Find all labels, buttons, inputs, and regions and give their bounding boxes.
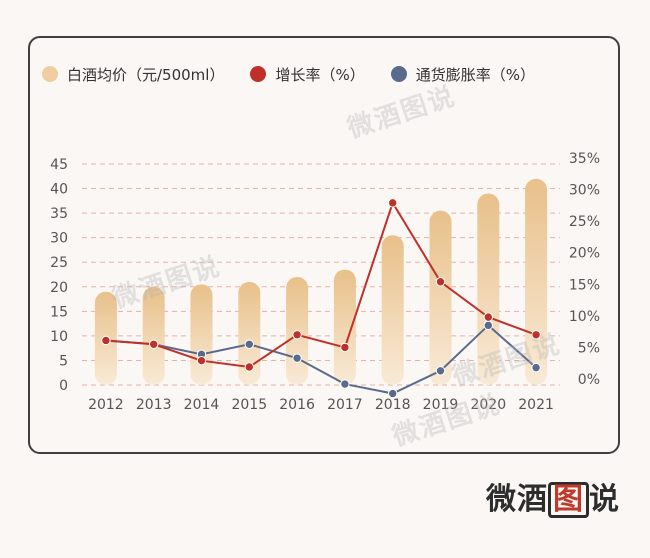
- legend-label-price: 白酒均价（元/500ml）: [67, 65, 225, 84]
- right-tick-label: 30%: [569, 183, 600, 199]
- left-tick-label: 30: [50, 231, 68, 247]
- price-bar: [525, 178, 548, 385]
- legend-swatch-inflation: [390, 66, 407, 82]
- inflation-line: [105, 323, 537, 395]
- growth-point: [149, 339, 159, 349]
- price-bar: [477, 193, 500, 385]
- growth-point: [483, 312, 493, 322]
- price-bar: [142, 286, 165, 385]
- right-tick-label: 0%: [578, 372, 600, 388]
- chart-card: [28, 36, 620, 454]
- brand-text: 微酒: [486, 482, 548, 517]
- price-bar: [381, 235, 404, 385]
- inflation-point: [388, 388, 398, 399]
- growth-line: [105, 200, 537, 369]
- x-tick-label: 2012: [88, 397, 124, 413]
- left-tick-label: 10: [50, 329, 68, 345]
- x-tick-label: 2020: [470, 397, 506, 413]
- brand-box: 图: [548, 482, 589, 518]
- price-bar: [190, 284, 213, 385]
- growth-point: [196, 355, 207, 366]
- brand-logo: 微酒图说: [486, 474, 620, 518]
- left-tick-label: 5: [59, 353, 68, 369]
- left-tick-label: 35: [50, 206, 68, 222]
- price-bar: [333, 269, 356, 385]
- brand-text: 图: [553, 482, 584, 517]
- x-tick-label: 2017: [327, 397, 363, 413]
- inflation-point: [292, 353, 302, 363]
- legend: 白酒均价（元/500ml） 增长率（%） 通货膨胀率（%）: [42, 60, 561, 88]
- right-tick-label: 35%: [569, 151, 600, 167]
- inflation-point: [531, 362, 541, 373]
- right-tick-label: 5%: [578, 340, 600, 356]
- right-tick-label: 25%: [569, 214, 600, 230]
- right-tick-label: 10%: [569, 309, 600, 325]
- inflation-point: [483, 320, 493, 331]
- x-tick-label: 2019: [423, 397, 459, 413]
- legend-swatch-growth: [250, 66, 267, 82]
- x-tick-label: 2021: [518, 397, 554, 413]
- growth-point: [531, 330, 541, 340]
- growth-point: [340, 342, 350, 353]
- legend-item-inflation: 通货膨胀率（%）: [390, 64, 535, 85]
- inflation-point: [435, 366, 446, 376]
- growth-point: [101, 335, 111, 346]
- inflation-point: [244, 339, 255, 349]
- growth-point: [292, 330, 302, 340]
- inflation-point: [340, 379, 350, 389]
- left-tick-label: 0: [59, 378, 68, 394]
- brand-text: 说: [589, 482, 620, 517]
- left-tick-label: 25: [50, 255, 68, 271]
- right-tick-label: 15%: [569, 277, 600, 293]
- growth-point: [435, 277, 446, 287]
- growth-point: [388, 198, 398, 208]
- price-bar: [429, 210, 452, 385]
- legend-swatch-price: [42, 66, 58, 82]
- left-tick-label: 45: [50, 157, 68, 173]
- x-tick-label: 2018: [375, 397, 411, 413]
- legend-label-growth: 增长率（%）: [275, 65, 365, 84]
- x-tick-label: 2014: [184, 397, 220, 413]
- legend-label-inflation: 通货膨胀率（%）: [415, 65, 535, 84]
- x-tick-label: 2015: [231, 397, 267, 413]
- right-tick-label: 20%: [569, 246, 600, 262]
- x-tick-label: 2016: [279, 397, 315, 413]
- legend-item-price: 白酒均价（元/500ml）: [42, 64, 224, 85]
- growth-point: [244, 362, 255, 372]
- left-tick-label: 40: [50, 182, 68, 198]
- legend-item-growth: 增长率（%）: [250, 64, 365, 85]
- price-bar: [238, 281, 261, 385]
- left-tick-label: 20: [50, 280, 68, 296]
- left-tick-label: 15: [50, 304, 68, 320]
- x-tick-label: 2013: [136, 397, 172, 413]
